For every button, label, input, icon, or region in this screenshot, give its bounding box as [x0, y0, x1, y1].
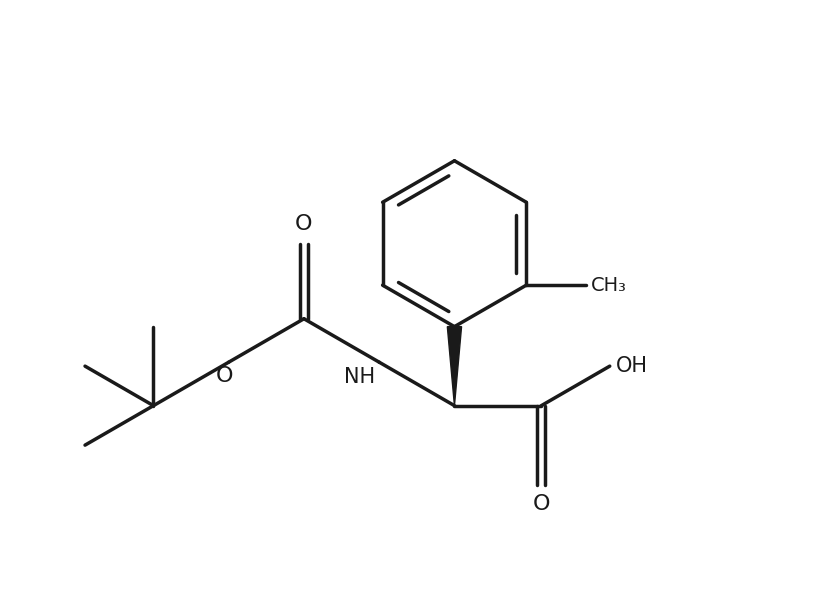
Polygon shape: [447, 327, 462, 405]
Text: OH: OH: [616, 356, 648, 376]
Text: NH: NH: [344, 367, 376, 387]
Text: O: O: [216, 366, 233, 386]
Text: O: O: [295, 214, 312, 234]
Text: CH₃: CH₃: [591, 276, 627, 295]
Text: O: O: [533, 494, 550, 514]
